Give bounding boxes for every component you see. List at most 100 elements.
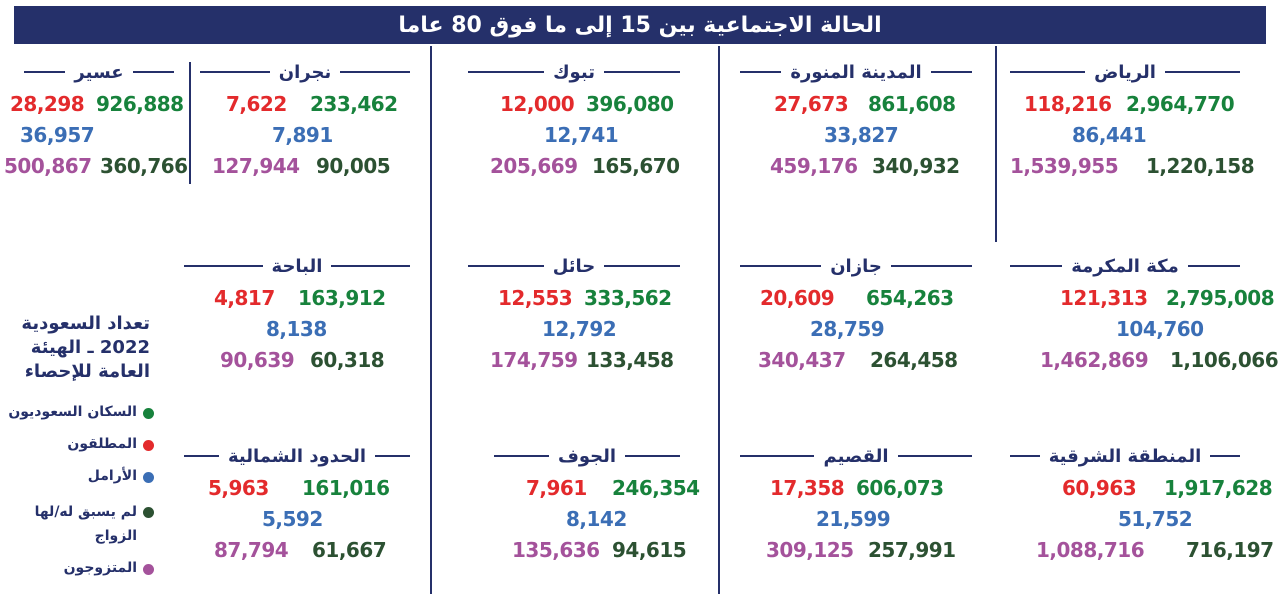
title-banner: الحالة الاجتماعية بين 15 إلى ما فوق 80 ع… [14, 6, 1266, 44]
never-married-value: 165,670 [592, 154, 680, 178]
never-married-value: 264,458 [870, 348, 958, 372]
married-value: 90,639 [220, 348, 295, 372]
population-value: 861,608 [868, 92, 956, 116]
column-divider [718, 46, 720, 594]
divorced-value: 20,609 [760, 286, 835, 310]
legend-label: السكان السعوديون [8, 404, 137, 420]
never-married-value: 61,667 [312, 538, 387, 562]
divorced-value: 27,673 [774, 92, 849, 116]
population-value: 1,917,628 [1164, 476, 1273, 500]
region-najran: نجران 233,462 7,622 7,891 90,005 127,944 [200, 60, 410, 210]
title-rule [184, 265, 263, 267]
title-rule [132, 71, 175, 73]
legend-dot [143, 472, 154, 483]
title-rule [930, 71, 972, 73]
region-eastern: المنطقة الشرقية 1,917,628 60,963 51,752 … [1010, 444, 1274, 594]
population-value: 606,073 [856, 476, 944, 500]
married-value: 1,539,955 [1010, 154, 1119, 178]
population-value: 926,888 [96, 92, 184, 116]
never-married-value: 1,106,066 [1170, 348, 1279, 372]
married-value: 459,176 [770, 154, 858, 178]
region-asir: عسير 926,888 28,298 36,957 360,766 500,8… [4, 60, 188, 210]
title-rule [1010, 265, 1063, 267]
never-married-value: 1,220,158 [1146, 154, 1255, 178]
title-rule [1164, 71, 1241, 73]
region-name: عسير [74, 61, 124, 83]
region-name: المدينة المنورة [790, 61, 922, 83]
population-value: 654,263 [866, 286, 954, 310]
region-baha: الباحة 163,912 4,817 8,138 60,318 90,639 [184, 254, 410, 404]
divorced-value: 60,963 [1062, 476, 1137, 500]
region-name: تبوك [553, 61, 595, 83]
title-rule [184, 455, 219, 457]
region-name: الحدود الشمالية [227, 445, 367, 467]
population-value: 233,462 [310, 92, 398, 116]
region-northern-borders: الحدود الشمالية 161,016 5,963 5,592 61,6… [184, 444, 410, 594]
title-rule [740, 455, 815, 457]
title-rule [1010, 455, 1040, 457]
married-value: 309,125 [766, 538, 854, 562]
married-value: 87,794 [214, 538, 289, 562]
married-value: 500,867 [4, 154, 92, 178]
title-rule [890, 265, 973, 267]
title-rule [740, 265, 822, 267]
population-value: 2,795,008 [1166, 286, 1275, 310]
population-value: 2,964,770 [1126, 92, 1235, 116]
title-rule [494, 455, 549, 457]
title-rule [740, 71, 782, 73]
never-married-value: 133,458 [586, 348, 674, 372]
widowed-value: 7,891 [272, 123, 333, 147]
title-rule [340, 71, 410, 73]
column-divider [189, 62, 191, 184]
married-value: 1,088,716 [1036, 538, 1145, 562]
never-married-value: 90,005 [316, 154, 391, 178]
region-name: المنطقة الشرقية [1048, 445, 1202, 467]
title-rule [331, 265, 410, 267]
title-rule [468, 265, 544, 267]
never-married-value: 60,318 [310, 348, 385, 372]
legend-item-widowed: الأرامل [8, 468, 154, 484]
title-rule [604, 265, 680, 267]
widowed-value: 21,599 [816, 507, 891, 531]
married-value: 205,669 [490, 154, 578, 178]
divorced-value: 17,358 [770, 476, 845, 500]
divorced-value: 28,298 [10, 92, 85, 116]
legend-label: المتزوجون [63, 560, 137, 576]
title-rule [1187, 265, 1240, 267]
divorced-value: 12,000 [500, 92, 575, 116]
never-married-value: 360,766 [100, 154, 188, 178]
widowed-value: 36,957 [20, 123, 95, 147]
divorced-value: 121,313 [1060, 286, 1148, 310]
region-name: الجوف [557, 445, 617, 467]
title-rule [1210, 455, 1241, 457]
source-note: تعداد السعودية 2022 ـ الهيئة العامة للإح… [21, 313, 150, 382]
title-rule [625, 455, 681, 457]
region-name: القصيم [823, 445, 889, 467]
divorced-value: 7,961 [526, 476, 587, 500]
title-rule [603, 71, 681, 73]
never-married-value: 716,197 [1186, 538, 1274, 562]
region-name: الباحة [271, 255, 323, 277]
married-value: 135,636 [512, 538, 600, 562]
population-value: 163,912 [298, 286, 386, 310]
title-rule [200, 71, 270, 73]
legend-dot [143, 507, 154, 518]
divorced-value: 118,216 [1024, 92, 1112, 116]
column-divider [995, 46, 997, 242]
title-rule [1010, 71, 1086, 73]
widowed-value: 86,441 [1072, 123, 1147, 147]
married-value: 127,944 [212, 154, 300, 178]
widowed-value: 12,792 [542, 317, 617, 341]
population-value: 246,354 [612, 476, 700, 500]
never-married-value: 257,991 [868, 538, 956, 562]
divorced-value: 5,963 [208, 476, 269, 500]
legend-label: المطلقون [67, 436, 137, 452]
region-name: نجران [278, 61, 332, 83]
population-value: 333,562 [584, 286, 672, 310]
legend-item-married: المتزوجون [8, 560, 154, 576]
region-name: جازان [830, 255, 882, 277]
region-qassim: القصيم 606,073 17,358 21,599 257,991 309… [740, 444, 972, 594]
title-rule [897, 455, 972, 457]
region-madinah: المدينة المنورة 861,608 27,673 33,827 34… [740, 60, 972, 210]
widowed-value: 8,138 [266, 317, 327, 341]
